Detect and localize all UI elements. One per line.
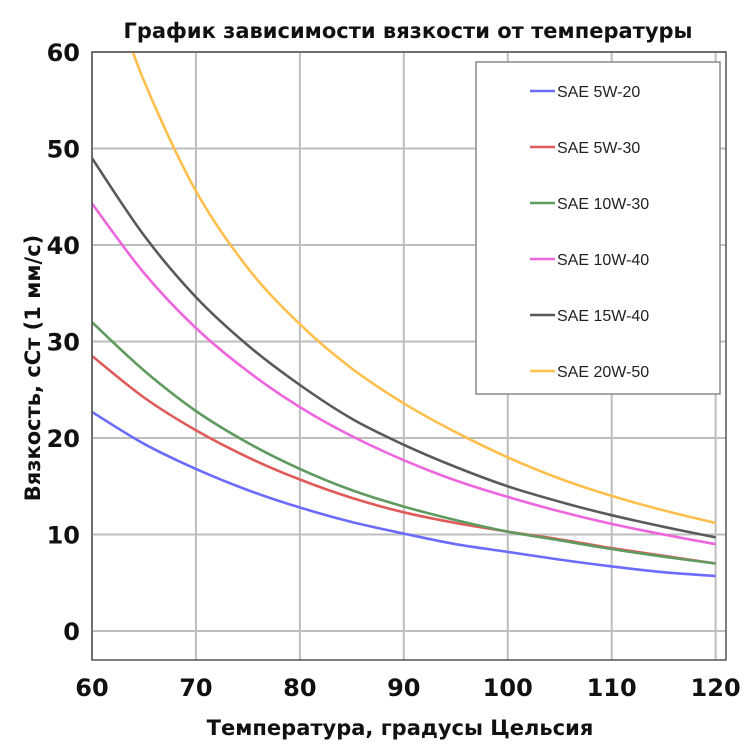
y-tick-label: 50 [47,136,80,164]
x-tick-label: 120 [691,674,741,702]
legend-label: SAE 10W-40 [557,252,649,269]
legend-label: SAE 20W-50 [557,364,649,381]
series-line-sae-20w-50 [131,52,716,525]
series-lines [92,52,716,578]
chart-title: График зависимости вязкости от температу… [123,19,692,43]
y-tick-label: 40 [47,232,80,260]
x-tick-label: 80 [283,674,316,702]
y-axis-label: Вязкость, сСт (1 мм/с) [21,235,45,501]
legend-label: SAE 15W-40 [557,308,649,325]
plot-area-border [91,51,727,661]
y-tick-label: 60 [47,39,80,67]
x-tick-label: 100 [483,674,533,702]
legend-box [475,61,721,395]
series-line-sae-15w-40 [92,157,716,539]
legend: SAE 5W-20 SAE 5W-30 SAE 10W-30 SAE 10W-40 SA… [475,61,721,395]
legend-label: SAE 10W-30 [557,196,649,213]
x-tick-label: 90 [387,674,420,702]
y-tick-label: 10 [47,522,80,550]
series-line-sae-10w-30 [92,321,716,565]
x-axis-label: Температура, градусы Цельсия [207,716,594,740]
x-tick-label: 70 [179,674,212,702]
series-line-sae-10w-40 [92,202,716,546]
x-tick-label: 60 [75,674,108,702]
legend-label: SAE 5W-20 [557,84,640,101]
x-tick-label: 110 [587,674,637,702]
series-line-sae-5w-20 [92,410,716,578]
y-tick-label: 0 [63,618,80,646]
legend-label: SAE 5W-30 [557,140,640,157]
y-tick-label: 30 [47,329,80,357]
tick-labels: 60 70 80 90 100 110 120 0 10 20 30 40 50 60 [47,39,741,702]
y-tick-label: 20 [47,425,80,453]
